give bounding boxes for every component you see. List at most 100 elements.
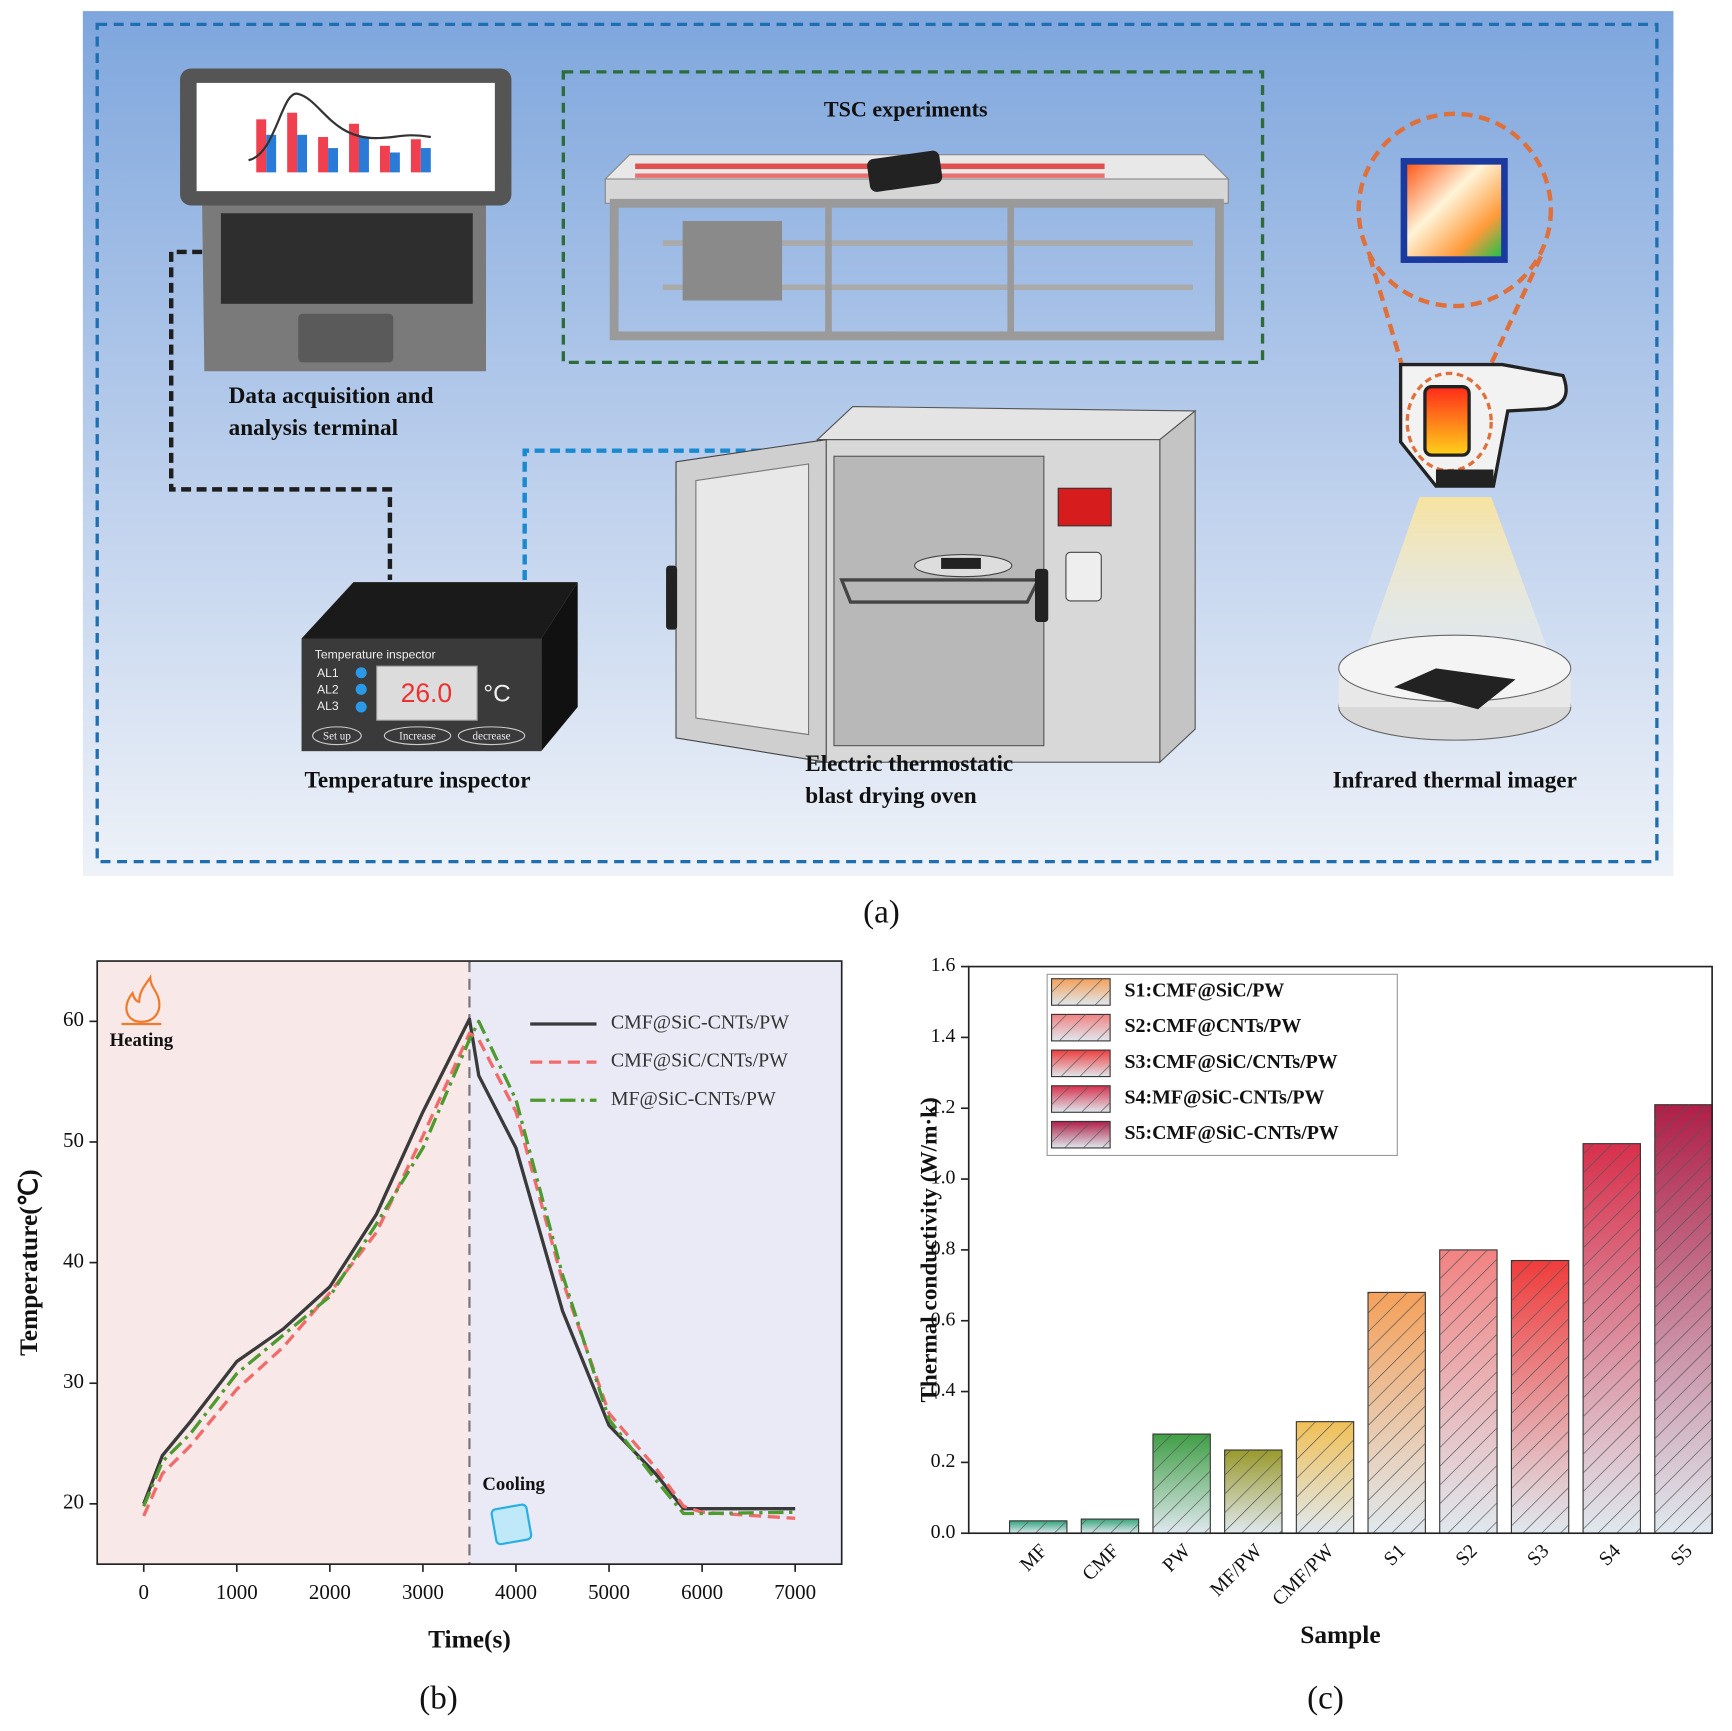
panel-label: (c) bbox=[1307, 1680, 1344, 1717]
x-tick-label: S4 bbox=[1595, 1540, 1625, 1570]
screen-chart-icon bbox=[248, 92, 431, 173]
tsc-title: TSC experiments bbox=[824, 97, 988, 122]
y-tick-label: 1.0 bbox=[931, 1167, 956, 1189]
ice-icon bbox=[490, 1503, 533, 1546]
legend-swatch-hatch bbox=[1051, 1085, 1111, 1113]
oven-shelf bbox=[839, 578, 1041, 604]
bar-hatch bbox=[1224, 1449, 1282, 1534]
y-tick-label: 20 bbox=[63, 1490, 84, 1514]
phase-label: Cooling bbox=[482, 1474, 545, 1495]
alarm-led bbox=[355, 683, 367, 695]
x-tick-label: 0 bbox=[138, 1580, 148, 1604]
inspector-side bbox=[541, 582, 578, 752]
thermal-image bbox=[1407, 164, 1502, 257]
oven-switch bbox=[1065, 551, 1102, 602]
legend-label: S5:CMF@SiC-CNTs/PW bbox=[1124, 1122, 1338, 1144]
zoom-line bbox=[1367, 255, 1408, 377]
x-tick-label: S5 bbox=[1666, 1540, 1696, 1570]
x-tick-label: S1 bbox=[1380, 1540, 1410, 1570]
inspector-top bbox=[301, 582, 578, 639]
alarm-label: AL1 bbox=[317, 666, 339, 680]
legend-swatch-hatch bbox=[1051, 1050, 1111, 1077]
button-label: Set up bbox=[323, 730, 351, 742]
bar-hatch bbox=[1654, 1104, 1713, 1534]
legend-label: S4:MF@SiC-CNTs/PW bbox=[1124, 1087, 1324, 1109]
terminal-label: Data acquisition and bbox=[229, 383, 434, 409]
panel-label: (b) bbox=[419, 1680, 458, 1717]
legend-label: S2:CMF@CNTs/PW bbox=[1124, 1015, 1301, 1037]
x-tick-label: CMF bbox=[1078, 1540, 1123, 1585]
outer-dashed-border bbox=[95, 22, 1659, 864]
x-tick-label: 3000 bbox=[402, 1580, 444, 1604]
bar-hatch bbox=[1081, 1519, 1139, 1534]
x-tick-label: CMF/PW bbox=[1268, 1540, 1338, 1610]
temperature-inspector: Temperature inspector AL1 AL2 AL3 26.0 °… bbox=[301, 582, 578, 752]
drying-oven bbox=[666, 405, 1197, 764]
legend-swatch-hatch bbox=[1051, 1121, 1111, 1148]
y-tick-label: 0.4 bbox=[931, 1379, 956, 1401]
bar-hatch bbox=[1009, 1520, 1067, 1534]
imager-screen bbox=[1423, 385, 1471, 457]
y-tick-label: 0.0 bbox=[931, 1521, 956, 1543]
bar-hatch bbox=[1368, 1292, 1426, 1534]
y-axis-label: Thermal conductivity (W/m·k) bbox=[916, 1097, 942, 1402]
control-box bbox=[682, 220, 783, 301]
bar-hatch bbox=[1296, 1421, 1354, 1534]
x-tick-label: S2 bbox=[1451, 1540, 1481, 1570]
oven-display bbox=[1057, 487, 1112, 527]
x-tick-label: 6000 bbox=[681, 1580, 723, 1604]
x-tick-label: 4000 bbox=[495, 1580, 537, 1604]
phase-label: Heating bbox=[110, 1030, 174, 1051]
button-outline bbox=[457, 726, 526, 746]
series-line bbox=[142, 1031, 796, 1520]
zoom-line bbox=[1483, 255, 1543, 377]
x-tick-label: 7000 bbox=[774, 1580, 816, 1604]
button-outline bbox=[383, 726, 452, 746]
terminal-label: analysis terminal bbox=[229, 415, 399, 441]
imager-lens bbox=[1435, 469, 1494, 488]
y-tick-label: 60 bbox=[63, 1007, 84, 1031]
legend-label: S3:CMF@SiC/CNTs/PW bbox=[1124, 1051, 1337, 1073]
bar-hatch bbox=[1511, 1260, 1569, 1534]
laptop bbox=[180, 68, 512, 372]
touchpad bbox=[298, 313, 394, 363]
panel-label: (a) bbox=[863, 893, 900, 930]
laptop-screen bbox=[196, 82, 495, 192]
legend-swatch-hatch bbox=[1051, 1014, 1111, 1041]
ir-beam bbox=[1365, 497, 1549, 652]
x-tick-label: 5000 bbox=[588, 1580, 630, 1604]
oven-door-glass bbox=[695, 463, 810, 736]
ir-sample bbox=[1393, 668, 1516, 710]
bar-hatch bbox=[1583, 1143, 1641, 1534]
y-tick-label: 1.6 bbox=[931, 954, 956, 976]
keyboard bbox=[220, 213, 473, 304]
sample-block bbox=[867, 150, 943, 192]
x-axis-label: Sample bbox=[1300, 1621, 1380, 1649]
y-tick-label: 40 bbox=[63, 1248, 84, 1272]
setup-diagram: Data acquisition and analysis terminal T… bbox=[82, 11, 1674, 876]
oven-handle bbox=[1035, 568, 1049, 622]
alarm-led bbox=[355, 701, 367, 713]
x-tick-label: PW bbox=[1158, 1540, 1195, 1577]
door-handle bbox=[666, 565, 678, 630]
x-tick-label: S3 bbox=[1523, 1540, 1553, 1570]
bar-hatch bbox=[1439, 1249, 1498, 1534]
temperature-unit: °C bbox=[483, 680, 510, 707]
bar-hatch bbox=[1152, 1434, 1211, 1534]
alarm-label: AL2 bbox=[317, 683, 339, 697]
legend-label: S1:CMF@SiC/PW bbox=[1124, 980, 1284, 1002]
tsc-dashed-border bbox=[561, 70, 1265, 365]
infrared-imager bbox=[1338, 111, 1572, 741]
data-cable bbox=[169, 249, 393, 580]
screen-title: Temperature inspector bbox=[315, 647, 436, 661]
y-tick-label: 30 bbox=[63, 1369, 84, 1393]
y-tick-label: 0.8 bbox=[931, 1237, 956, 1259]
oven-label: blast drying oven bbox=[805, 783, 976, 809]
y-tick-label: 0.6 bbox=[931, 1308, 956, 1330]
button-outline bbox=[312, 726, 362, 746]
temperature-reading: 26.0 bbox=[401, 678, 453, 708]
table-frame bbox=[609, 198, 1224, 341]
heating-region bbox=[97, 961, 470, 1565]
x-tick-label: MF/PW bbox=[1206, 1540, 1267, 1601]
